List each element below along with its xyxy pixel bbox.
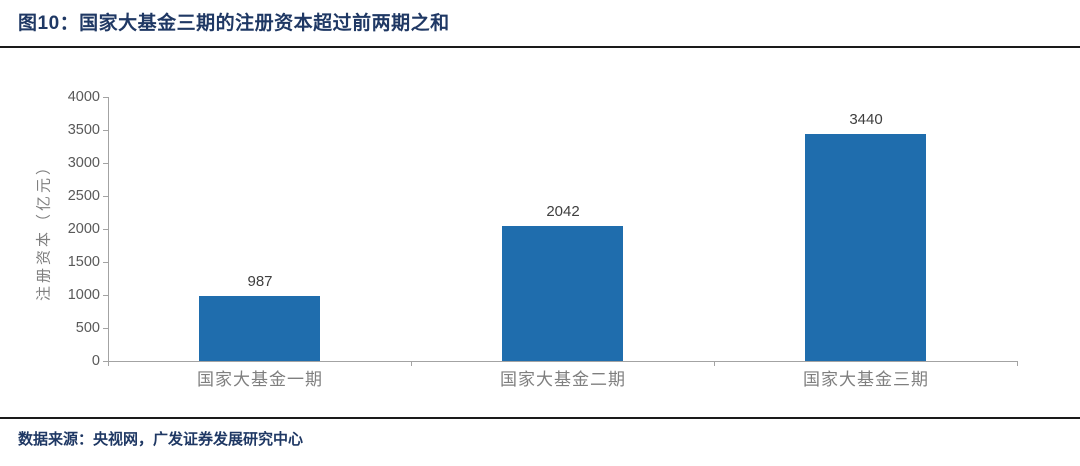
y-axis-tick — [103, 361, 108, 362]
y-axis-line — [108, 97, 109, 366]
y-axis-tick — [103, 97, 108, 98]
y-tick-label: 3000 — [67, 155, 100, 171]
y-axis-tick — [103, 196, 108, 197]
y-tick-label: 2500 — [67, 188, 100, 204]
y-tick-label: 1500 — [67, 254, 100, 270]
footer-divider — [0, 417, 1080, 419]
x-axis-tick — [108, 361, 109, 366]
x-axis-tick — [1017, 361, 1018, 366]
y-axis-tick — [103, 262, 108, 263]
y-tick-label: 2000 — [67, 221, 100, 237]
y-axis-tick — [103, 229, 108, 230]
y-tick-label: 4000 — [67, 89, 100, 105]
x-category-label: 国家大基金三期 — [803, 370, 929, 390]
y-axis-tick — [103, 130, 108, 131]
y-tick-label: 500 — [75, 320, 100, 336]
bar-1 — [199, 296, 320, 361]
x-category-label: 国家大基金一期 — [197, 370, 323, 390]
bar-2 — [502, 226, 623, 361]
x-axis-tick — [411, 361, 412, 366]
bar-value-label: 3440 — [849, 111, 883, 128]
figure-title: 图10：国家大基金三期的注册资本超过前两期之和 — [18, 13, 450, 34]
x-axis-line — [108, 361, 1018, 362]
bar-value-label: 2042 — [546, 203, 580, 220]
title-divider — [0, 46, 1080, 48]
y-tick-label: 1000 — [67, 287, 100, 303]
y-axis-tick — [103, 295, 108, 296]
x-category-label: 国家大基金二期 — [500, 370, 626, 390]
y-axis-tick — [103, 328, 108, 329]
source-note: 数据来源：央视网，广发证券发展研究中心 — [18, 431, 304, 448]
bar-value-label: 987 — [247, 273, 273, 290]
y-tick-label: 3500 — [67, 122, 100, 138]
y-tick-label: 0 — [91, 353, 100, 369]
bar-3 — [805, 134, 926, 361]
x-axis-tick — [714, 361, 715, 366]
y-axis-tick — [103, 163, 108, 164]
